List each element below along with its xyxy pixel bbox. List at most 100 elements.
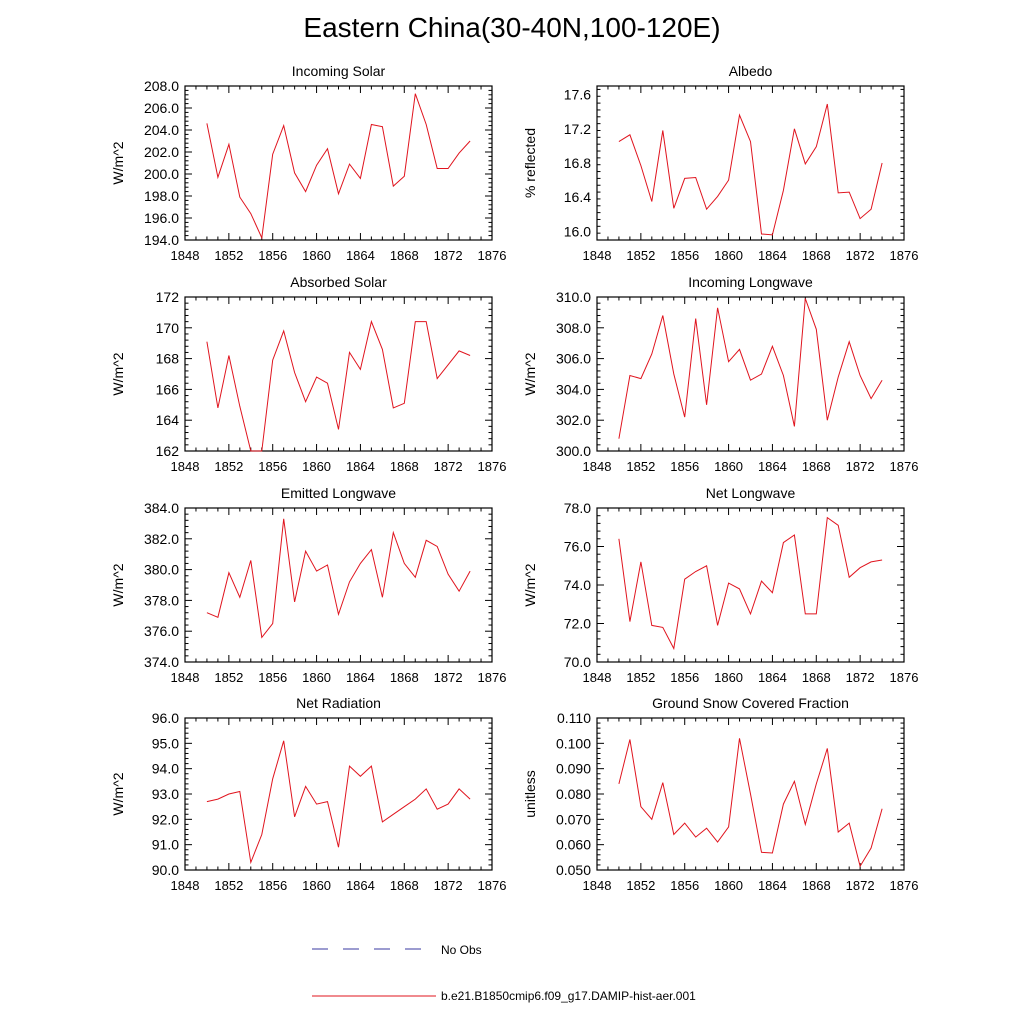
y-tick-label: 92.0 — [152, 811, 179, 827]
y-tick-label: 382.0 — [144, 531, 179, 547]
y-tick-label: 90.0 — [152, 862, 179, 878]
series-line — [618, 103, 883, 236]
x-tick-label: 1864 — [346, 248, 375, 263]
chart-panel-6: 1848 1852 1856 1860 1864 1868 1872 1876 70.0 72.0… — [522, 485, 918, 685]
x-tick-label: 1860 — [302, 670, 331, 685]
y-tick-label: 0.110 — [557, 710, 591, 726]
legend: No Obs b.e21.B1850cmip6.f09_g17.DAMIP-his… — [312, 943, 696, 1003]
x-tick-label: 1876 — [478, 248, 507, 263]
x-tick-label: 1864 — [758, 459, 787, 474]
y-tick-label: 308.0 — [556, 320, 591, 336]
y-tick-label: 306.0 — [556, 351, 591, 367]
x-tick-label: 1876 — [478, 459, 507, 474]
x-tick-label: 1852 — [626, 878, 655, 893]
y-tick-label: 17.2 — [564, 121, 591, 137]
x-tick-label: 1852 — [214, 670, 243, 685]
panel-title: Net Radiation — [296, 695, 381, 711]
x-tick-label: 1864 — [346, 670, 375, 685]
x-tick-label: 1860 — [714, 670, 743, 685]
y-tick-label: 70.0 — [564, 654, 591, 670]
x-tick-label: 1852 — [626, 459, 655, 474]
x-tick-label: 1856 — [670, 878, 699, 893]
x-tick-label: 1872 — [434, 670, 463, 685]
x-tick-label: 1868 — [802, 459, 831, 474]
x-tick-label: 1852 — [214, 878, 243, 893]
x-tick-label: 1876 — [890, 459, 919, 474]
chart-panel-7: 1848 1852 1856 1860 1864 1868 1872 1876 90.0 91.0… — [110, 695, 506, 893]
series-line — [206, 319, 471, 452]
x-tick-label: 1856 — [670, 459, 699, 474]
plot-frame — [596, 85, 905, 241]
x-tick-label: 1860 — [714, 459, 743, 474]
chart-panel-2: 1848 1852 1856 1860 1864 1868 1872 1876 16.0 16.4… — [522, 63, 918, 263]
x-tick-label: 1864 — [758, 878, 787, 893]
y-tick-label: 91.0 — [152, 837, 179, 853]
y-tick-label: 196.0 — [144, 210, 179, 226]
y-tick-label: 206.0 — [144, 100, 179, 116]
x-tick-label: 1868 — [390, 878, 419, 893]
y-tick-label: 170 — [156, 320, 180, 336]
x-tick-label: 1856 — [670, 670, 699, 685]
x-tick-label: 1868 — [390, 670, 419, 685]
chart-panel-5: 1848 1852 1856 1860 1864 1868 1872 1876 374.0 376… — [110, 485, 506, 685]
x-tick-label: 1872 — [846, 459, 875, 474]
x-tick-label: 1872 — [434, 248, 463, 263]
series-line — [206, 740, 471, 865]
panel-title: Net Longwave — [706, 485, 796, 501]
y-tick-label: 16.8 — [564, 155, 591, 171]
y-tick-label: 94.0 — [152, 761, 179, 777]
chart-panel-4: 1848 1852 1856 1860 1864 1868 1872 1876 300.0 302… — [522, 274, 918, 474]
x-tick-label: 1872 — [434, 459, 463, 474]
y-tick-label: 0.070 — [556, 811, 591, 827]
y-tick-label: 208.0 — [144, 78, 179, 94]
panel-title: Incoming Longwave — [688, 274, 813, 290]
page-title: Eastern China(30-40N,100-120E) — [303, 12, 721, 43]
x-tick-label: 1848 — [171, 878, 200, 893]
y-tick-label: 168 — [156, 351, 180, 367]
x-tick-label: 1872 — [846, 670, 875, 685]
x-tick-label: 1848 — [171, 248, 200, 263]
legend-label-model: b.e21.B1850cmip6.f09_g17.DAMIP-hist-aer.… — [441, 989, 696, 1003]
y-tick-label: 96.0 — [152, 710, 179, 726]
x-tick-label: 1876 — [478, 670, 507, 685]
y-tick-label: 162 — [156, 443, 180, 459]
chart-panel-3: 1848 1852 1856 1860 1864 1868 1872 1876 162 164 16… — [110, 274, 506, 474]
y-axis-label: unitless — [522, 770, 538, 817]
y-tick-label: 78.0 — [564, 500, 591, 516]
x-tick-label: 1848 — [171, 670, 200, 685]
x-tick-label: 1852 — [214, 248, 243, 263]
y-tick-label: 302.0 — [556, 412, 591, 428]
x-tick-label: 1852 — [214, 459, 243, 474]
y-axis-label: W/m^2 — [522, 563, 538, 606]
y-tick-label: 172 — [156, 289, 180, 305]
x-tick-label: 1856 — [258, 878, 287, 893]
x-tick-label: 1856 — [670, 248, 699, 263]
x-tick-label: 1868 — [802, 248, 831, 263]
y-tick-label: 378.0 — [144, 592, 179, 608]
y-tick-label: 380.0 — [144, 562, 179, 578]
y-axis-label: W/m^2 — [110, 772, 126, 815]
panel-title: Albedo — [729, 63, 773, 79]
x-tick-label: 1856 — [258, 248, 287, 263]
plot-frame — [184, 507, 493, 663]
x-tick-label: 1852 — [626, 670, 655, 685]
series-line — [618, 516, 883, 651]
x-tick-label: 1868 — [390, 459, 419, 474]
series-line — [618, 298, 883, 439]
series-line — [206, 93, 471, 240]
y-axis-label: W/m^2 — [110, 563, 126, 606]
y-axis-label: W/m^2 — [110, 141, 126, 184]
panel-title: Absorbed Solar — [290, 274, 387, 290]
y-tick-label: 374.0 — [144, 654, 179, 670]
x-tick-label: 1868 — [802, 878, 831, 893]
x-tick-label: 1848 — [583, 248, 612, 263]
x-tick-label: 1856 — [258, 459, 287, 474]
y-tick-label: 204.0 — [144, 122, 179, 138]
y-tick-label: 0.100 — [556, 735, 591, 751]
y-tick-label: 194.0 — [144, 232, 179, 248]
y-tick-label: 16.0 — [564, 223, 591, 239]
y-tick-label: 95.0 — [152, 735, 179, 751]
panel-title: Incoming Solar — [292, 63, 386, 79]
plot-frame — [184, 85, 493, 241]
